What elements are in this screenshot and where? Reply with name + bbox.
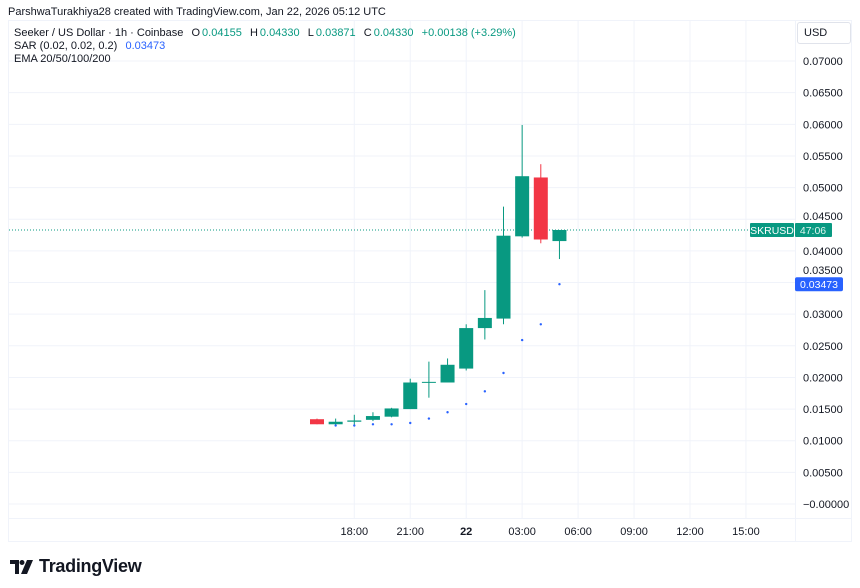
tradingview-logo-icon (10, 559, 33, 574)
candle-down (533, 177, 548, 240)
y-tick-label: 0.04500 (803, 211, 843, 223)
y-tick-label: 0.01000 (803, 436, 843, 448)
y-tick-label: 0.03500 (803, 265, 843, 277)
y-tick-label: 0.00500 (803, 467, 843, 479)
price-tags: SKRUSD 47:06 0.03473 (750, 222, 843, 292)
candle-down (310, 419, 324, 425)
countdown-tag-bg (795, 222, 832, 237)
y-tick-label: 0.06000 (803, 119, 843, 131)
symbol-ohlc-row: Seeker / US Dollar · 1h · Coinbase O 0.04… (14, 27, 518, 40)
candle-up (421, 381, 436, 383)
ema-row[interactable]: EMA 20/50/100/200 (14, 53, 518, 66)
low-label: L (307, 27, 314, 39)
x-tick-label: 03:00 (508, 526, 536, 538)
sar-dot (353, 424, 356, 427)
candle-up (403, 382, 418, 410)
symbol-tag: SKRUSD (750, 225, 794, 237)
close-value: 0.04330 (373, 27, 414, 39)
y-tick-label: 0.04000 (803, 246, 843, 258)
chart-credit: ParshwaTurakhiya28 created with TradingV… (8, 6, 386, 18)
high-label: H (249, 27, 258, 39)
x-tick-label: 18:00 (341, 526, 369, 538)
candles (310, 124, 567, 427)
sar-tag: 0.03473 (800, 279, 838, 291)
price-axis: 0.07000 0.06500 0.06000 0.05500 0.05000 0.045… (803, 56, 849, 511)
open-value: 0.04155 (202, 27, 242, 39)
sar-dot (390, 423, 393, 426)
sar-dot (371, 423, 375, 426)
high-value: 0.04330 (259, 27, 300, 39)
x-tick-label: 12:00 (676, 526, 704, 538)
sar-dot (539, 323, 542, 326)
candle-up (440, 364, 455, 383)
open-label: O (191, 27, 201, 39)
y-tick-label: 0.03000 (803, 309, 843, 321)
sar-dot (520, 338, 524, 342)
y-tick-label: 0.01500 (803, 404, 843, 416)
y-tick-label: 0.05500 (803, 151, 843, 163)
low-value: 0.03871 (315, 27, 356, 39)
chart-legend: Seeker / US Dollar · 1h · Coinbase O 0.04… (14, 27, 518, 66)
symbol-tag-bg (750, 222, 794, 237)
x-tick-label: 06:00 (564, 526, 592, 538)
sar-dot (483, 390, 487, 393)
close-label: C (363, 27, 372, 39)
x-tick-label: 15:00 (732, 526, 760, 538)
y-tick-label: 0.05000 (803, 183, 843, 195)
x-tick-label: 21:00 (396, 526, 424, 538)
y-tick-label: −0.00000 (803, 499, 849, 511)
sar-dots (334, 283, 561, 427)
countdown-tag: 47:06 (800, 225, 826, 237)
sar-dot (502, 371, 505, 375)
change-value: +0.00138 (+3.29%) (421, 27, 516, 39)
candle-up (328, 421, 343, 425)
y-tick-label: 0.02500 (803, 341, 843, 353)
sar-dot (334, 424, 337, 427)
candle-up (496, 235, 511, 319)
sar-dot (558, 283, 561, 286)
sar-tag-bg (795, 277, 843, 292)
ema-label: EMA 20/50/100/200 (14, 53, 111, 65)
candle-up (552, 229, 567, 242)
candle-up (365, 416, 380, 420)
symbol-title[interactable]: Seeker / US Dollar · 1h · Coinbase (14, 27, 184, 39)
sar-label: SAR (0.02, 0.02, 0.2) (14, 40, 118, 52)
sar-dot (427, 417, 431, 420)
tradingview-logo[interactable]: TradingView (10, 556, 142, 577)
currency-button[interactable]: USD (797, 22, 851, 44)
sar-dot (465, 402, 468, 406)
x-tick-label: 09:00 (620, 526, 648, 538)
candle-up (384, 408, 399, 417)
y-tick-label: 0.02000 (803, 372, 843, 384)
chart-frame (8, 20, 852, 542)
candle-up (515, 176, 530, 237)
candle-up (477, 317, 492, 329)
logo-text: TradingView (39, 556, 142, 576)
grid (9, 20, 852, 542)
sar-dot (446, 411, 449, 414)
x-tick-label: 22 (460, 526, 472, 538)
candle-up (347, 420, 362, 422)
sar-value: 0.03473 (125, 40, 166, 52)
candle-up (459, 328, 474, 369)
sar-dot (409, 421, 412, 425)
y-tick-label: 0.07000 (803, 56, 843, 68)
sar-row[interactable]: SAR (0.02, 0.02, 0.2) 0.03473 (14, 40, 518, 53)
y-tick-label: 0.06500 (803, 88, 843, 100)
time-axis: 18:00 21:00 22 03:00 06:00 09:00 12:00 15:00 (341, 526, 760, 538)
